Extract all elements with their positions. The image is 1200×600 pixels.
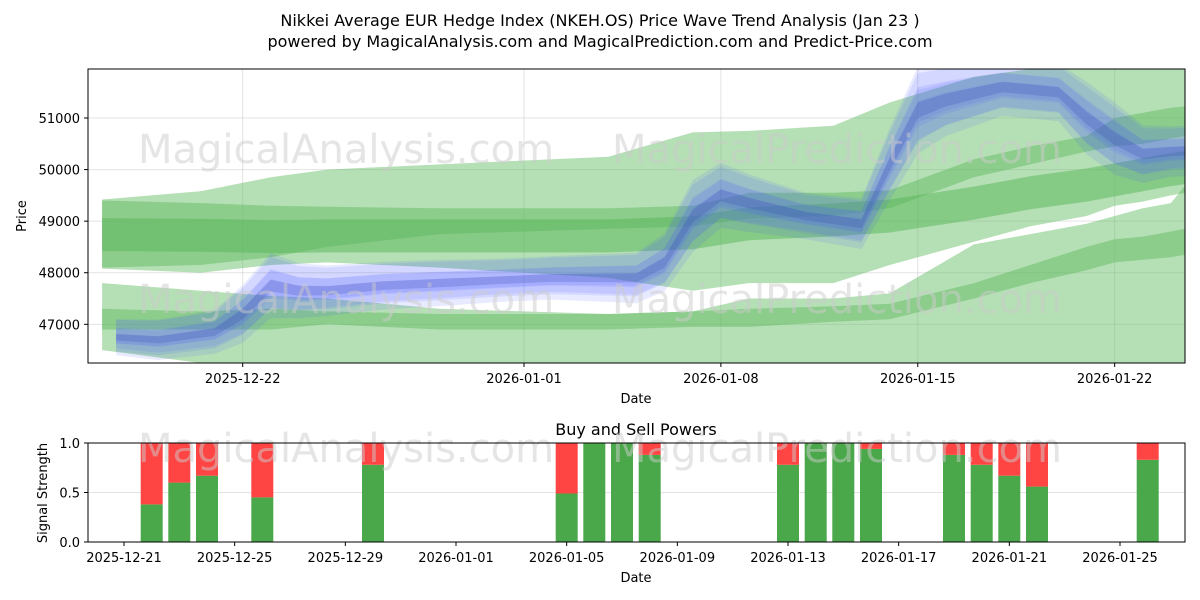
buy-sell-title: Buy and Sell Powers bbox=[555, 420, 717, 439]
buy-bar bbox=[860, 448, 882, 542]
watermark-magicalanalysis: MagicalAnalysis.com bbox=[138, 127, 554, 173]
buy-sell-x-tick-label: 2026-01-01 bbox=[418, 551, 494, 566]
buy-sell-x-tick-label: 2026-01-05 bbox=[529, 551, 605, 566]
buy-bar bbox=[638, 454, 661, 542]
chart-title-line1: Nikkei Average EUR Hedge Index (NKEH.OS)… bbox=[280, 11, 919, 30]
buy-sell-x-tick-label: 2026-01-13 bbox=[750, 551, 826, 566]
price-x-axis-label: Date bbox=[620, 392, 651, 407]
buy-bar bbox=[804, 443, 827, 542]
watermark-magicalprediction: MagicalPrediction.com bbox=[612, 426, 1062, 472]
buy-sell-y-tick-label: 1.0 bbox=[59, 437, 80, 452]
buy-bar bbox=[583, 443, 606, 542]
buy-sell-x-tick-label: 2025-12-21 bbox=[86, 551, 162, 566]
watermark-magicalanalysis: MagicalAnalysis.com bbox=[138, 277, 554, 323]
buy-sell-bars bbox=[140, 443, 1159, 542]
blue-wave-ribbon bbox=[116, 69, 1185, 360]
green-band-outer-lower bbox=[102, 185, 1185, 363]
buy-bar bbox=[140, 504, 163, 542]
green-band-trend-line bbox=[102, 151, 1185, 254]
sell-bar bbox=[970, 443, 993, 465]
price-chart-watermarks: MagicalAnalysis.com MagicalPrediction.co… bbox=[138, 127, 1062, 323]
watermark-magicalprediction: MagicalPrediction.com bbox=[612, 277, 1062, 323]
buy-bar bbox=[196, 475, 218, 542]
buy-sell-x-tick-label: 2025-12-25 bbox=[197, 551, 273, 566]
sell-bar bbox=[638, 443, 661, 455]
price-x-tick-label: 2026-01-01 bbox=[486, 372, 562, 387]
buy-bar bbox=[832, 443, 855, 542]
buy-bar bbox=[611, 443, 633, 542]
chart-title-line2: powered by MagicalAnalysis.com and Magic… bbox=[267, 32, 932, 51]
watermark-magicalprediction: MagicalPrediction.com bbox=[612, 127, 1062, 173]
sell-bar bbox=[777, 443, 799, 465]
buy-bar bbox=[777, 464, 799, 542]
buy-bar bbox=[970, 464, 993, 542]
blue-wave-ribbon bbox=[116, 73, 1185, 347]
blue-wave-ribbon bbox=[116, 69, 1185, 353]
buy-sell-x-tick-label: 2026-01-21 bbox=[972, 551, 1048, 566]
buy-sell-y-axis-label: Signal Strength bbox=[36, 443, 51, 543]
sell-bar bbox=[998, 443, 1021, 476]
sell-bar bbox=[555, 443, 578, 494]
price-chart-frame bbox=[87, 68, 1186, 364]
price-x-tick-label: 2026-01-22 bbox=[1077, 372, 1153, 387]
price-x-tick-label: 2026-01-08 bbox=[683, 372, 759, 387]
buy-bar bbox=[943, 454, 965, 542]
buy-bar bbox=[362, 464, 384, 542]
price-chart-axes: 2025-12-22 2026-01-01 2026-01-08 2026-01-15… bbox=[39, 112, 1153, 387]
price-chart: MagicalAnalysis.com MagicalPrediction.co… bbox=[15, 68, 1186, 407]
sell-bar bbox=[251, 443, 274, 498]
price-y-axis-label: Price bbox=[15, 200, 30, 232]
blue-wave-ribbon bbox=[116, 81, 1185, 347]
buy-bar bbox=[998, 475, 1021, 542]
buy-sell-x-axis-label: Date bbox=[620, 571, 651, 586]
buy-bar bbox=[1136, 459, 1159, 542]
buy-sell-y-tick-label: 0.5 bbox=[59, 487, 80, 502]
price-y-tick-label: 50000 bbox=[39, 164, 80, 179]
price-y-tick-label: 51000 bbox=[39, 112, 80, 127]
buy-bar bbox=[168, 482, 191, 542]
blue-wave-core bbox=[116, 81, 1185, 344]
buy-sell-axes: 2025-12-21 2025-12-25 2025-12-29 2026-01-01… bbox=[59, 437, 1157, 566]
price-y-tick-label: 48000 bbox=[39, 267, 80, 282]
buy-sell-watermarks: MagicalAnalysis.com MagicalPrediction.co… bbox=[138, 426, 1062, 472]
price-y-tick-label: 47000 bbox=[39, 318, 80, 333]
watermark-magicalanalysis: MagicalAnalysis.com bbox=[138, 426, 554, 472]
buy-sell-x-tick-label: 2026-01-09 bbox=[640, 551, 716, 566]
sell-bar bbox=[140, 443, 163, 505]
buy-sell-x-tick-label: 2025-12-29 bbox=[308, 551, 384, 566]
buy-bar bbox=[1026, 486, 1048, 542]
sell-bar bbox=[196, 443, 218, 476]
sell-bar bbox=[943, 443, 965, 455]
blue-wave-ribbon bbox=[116, 72, 1185, 356]
price-x-tick-label: 2025-12-22 bbox=[205, 372, 281, 387]
price-y-tick-label: 49000 bbox=[39, 215, 80, 230]
sell-bar bbox=[168, 443, 191, 483]
buy-sell-x-tick-label: 2026-01-25 bbox=[1082, 551, 1158, 566]
buy-bar bbox=[251, 497, 274, 542]
buy-sell-y-tick-label: 0.0 bbox=[59, 536, 80, 551]
buy-sell-chart: Buy and Sell Powers MagicalAnalysis.com … bbox=[36, 420, 1186, 586]
sell-bar bbox=[1026, 443, 1048, 487]
green-band-inner-lower bbox=[102, 228, 1185, 330]
sell-bar bbox=[362, 443, 384, 465]
buy-sell-x-tick-label: 2026-01-17 bbox=[861, 551, 937, 566]
sell-bar bbox=[860, 443, 882, 449]
sell-bar bbox=[1136, 443, 1159, 460]
buy-bar bbox=[555, 493, 578, 542]
price-wave-bands bbox=[102, 69, 1185, 363]
price-x-tick-label: 2026-01-15 bbox=[880, 372, 956, 387]
